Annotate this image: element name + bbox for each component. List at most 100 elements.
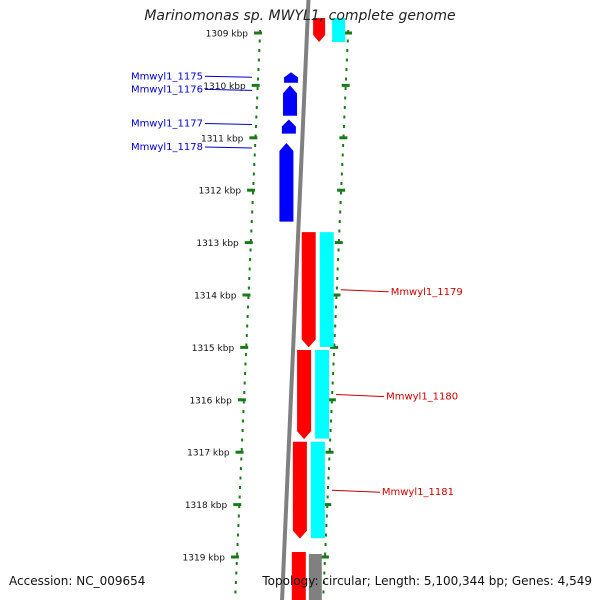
inner-ring-dot (239, 476, 242, 480)
scale-tick-mark (249, 136, 258, 140)
scale-tick-label: 1319 kbp (183, 554, 226, 564)
inner-ring-dot (238, 505, 241, 508)
outer-tick-mark (334, 241, 343, 245)
topology-summary: Topology: circular; Length: 5,100,344 bp… (262, 574, 592, 588)
feature-block[interactable] (310, 441, 325, 539)
outer-ring-dot (332, 362, 335, 366)
gene-label-leader (331, 489, 380, 493)
gene-label[interactable]: Mmwyl1_1178 (131, 142, 203, 153)
scale-tick-mark (233, 503, 242, 507)
outer-ring-dot (335, 296, 338, 299)
gene-arrow[interactable] (301, 232, 316, 348)
outer-ring-dot (325, 524, 328, 527)
scale-tick-label: 1318 kbp (185, 501, 228, 511)
inner-ring-dot (245, 343, 248, 347)
outer-tick-mark (330, 345, 339, 349)
inner-ring-dot (234, 581, 237, 584)
inner-ring-dot (235, 562, 238, 565)
inner-ring-dot (242, 400, 245, 404)
inner-ring-dot (249, 258, 252, 261)
scale-tick-mark (251, 83, 260, 87)
scale-tick-mark (254, 31, 262, 35)
inner-ring-dot (250, 220, 253, 223)
outer-ring-dot (344, 96, 347, 100)
outer-ring-dot (327, 486, 330, 489)
feature-block[interactable] (332, 18, 346, 42)
cds-block[interactable] (291, 552, 306, 600)
inner-ring-dot (243, 381, 246, 385)
outer-ring-dot (342, 134, 345, 138)
inner-ring-dot (244, 362, 247, 366)
gene-arrow[interactable] (284, 72, 299, 83)
inner-ring-dot (246, 315, 249, 318)
gene-label-leader (204, 146, 253, 149)
gene-label-leader (204, 75, 253, 78)
outer-ring-dot (329, 438, 332, 442)
outer-ring-dot (322, 590, 325, 594)
inner-ring-dot (240, 448, 243, 451)
inner-ring-dot (247, 296, 250, 299)
inner-ring-dot (253, 153, 256, 157)
inner-ring-dot (257, 58, 260, 62)
outer-ring-dot (329, 429, 332, 432)
gene-arrow[interactable] (281, 119, 296, 134)
outer-tick-mark (320, 555, 329, 559)
gene-label[interactable]: Mmwyl1_1180 (386, 392, 458, 403)
cds-arrow[interactable] (313, 18, 326, 42)
gene-label-leader (340, 289, 389, 293)
outer-ring-dot (342, 144, 345, 147)
inner-ring-dot (236, 552, 239, 556)
inner-ring-dot (255, 106, 258, 109)
outer-ring-dot (331, 381, 334, 385)
feature-block[interactable] (308, 554, 322, 600)
gene-label[interactable]: Mmwyl1_1177 (131, 118, 203, 129)
backbone-line (280, 0, 311, 600)
outer-ring-dot (326, 495, 329, 499)
inner-ring-dot (239, 486, 242, 489)
gene-arrow[interactable] (292, 441, 307, 539)
outer-ring-dot (333, 343, 336, 347)
gene-label[interactable]: Mmwyl1_1176 (131, 84, 203, 95)
outer-ring-dot (341, 153, 344, 157)
gene-label[interactable]: Mmwyl1_1179 (391, 287, 463, 298)
outer-ring-dot (338, 229, 341, 233)
gene-arrow[interactable] (279, 143, 294, 222)
outer-ring-dot (322, 581, 325, 584)
scale-tick-mark (244, 241, 253, 245)
outer-ring-dot (340, 172, 343, 176)
outer-tick-mark (344, 31, 352, 35)
feature-block[interactable] (315, 350, 330, 439)
gene-label[interactable]: Mmwyl1_1175 (131, 71, 203, 82)
inner-ring-dot (251, 201, 254, 204)
outer-ring-dot (335, 286, 338, 290)
scale-tick-label: 1314 kbp (194, 292, 237, 302)
outer-tick-mark (341, 83, 350, 87)
inner-ring-dot (255, 115, 258, 119)
outer-ring-dot (339, 201, 342, 204)
gene-arrow[interactable] (283, 85, 298, 116)
inner-ring-dot (256, 96, 259, 100)
scale-tick-label: 1309 kbp (206, 30, 249, 40)
inner-ring-dot (252, 191, 255, 195)
outer-ring-dot (340, 182, 343, 185)
outer-ring-dot (344, 87, 347, 90)
outer-tick-mark (339, 136, 348, 140)
genome-title: Marinomonas sp. MWYL1, complete genome (144, 8, 456, 24)
outer-ring-dot (346, 39, 349, 43)
inner-ring-dot (258, 39, 261, 43)
scale-tick-label: 1311 kbp (201, 134, 244, 144)
feature-block[interactable] (319, 232, 334, 347)
outer-tick-mark (327, 398, 336, 402)
outer-tick-mark (325, 450, 334, 454)
gene-label[interactable]: Mmwyl1_1181 (382, 487, 454, 498)
gene-arrow[interactable] (297, 350, 312, 440)
inner-ring-dot (236, 543, 239, 546)
scale-tick-label: 1313 kbp (196, 239, 239, 249)
inner-ring-dot (238, 495, 241, 499)
inner-tick-ring (234, 30, 262, 594)
inner-ring-dot (245, 334, 248, 337)
scale-tick-mark (240, 345, 249, 349)
accession-text: Accession: NC_009654 (9, 574, 146, 588)
inner-ring-dot (241, 419, 244, 423)
